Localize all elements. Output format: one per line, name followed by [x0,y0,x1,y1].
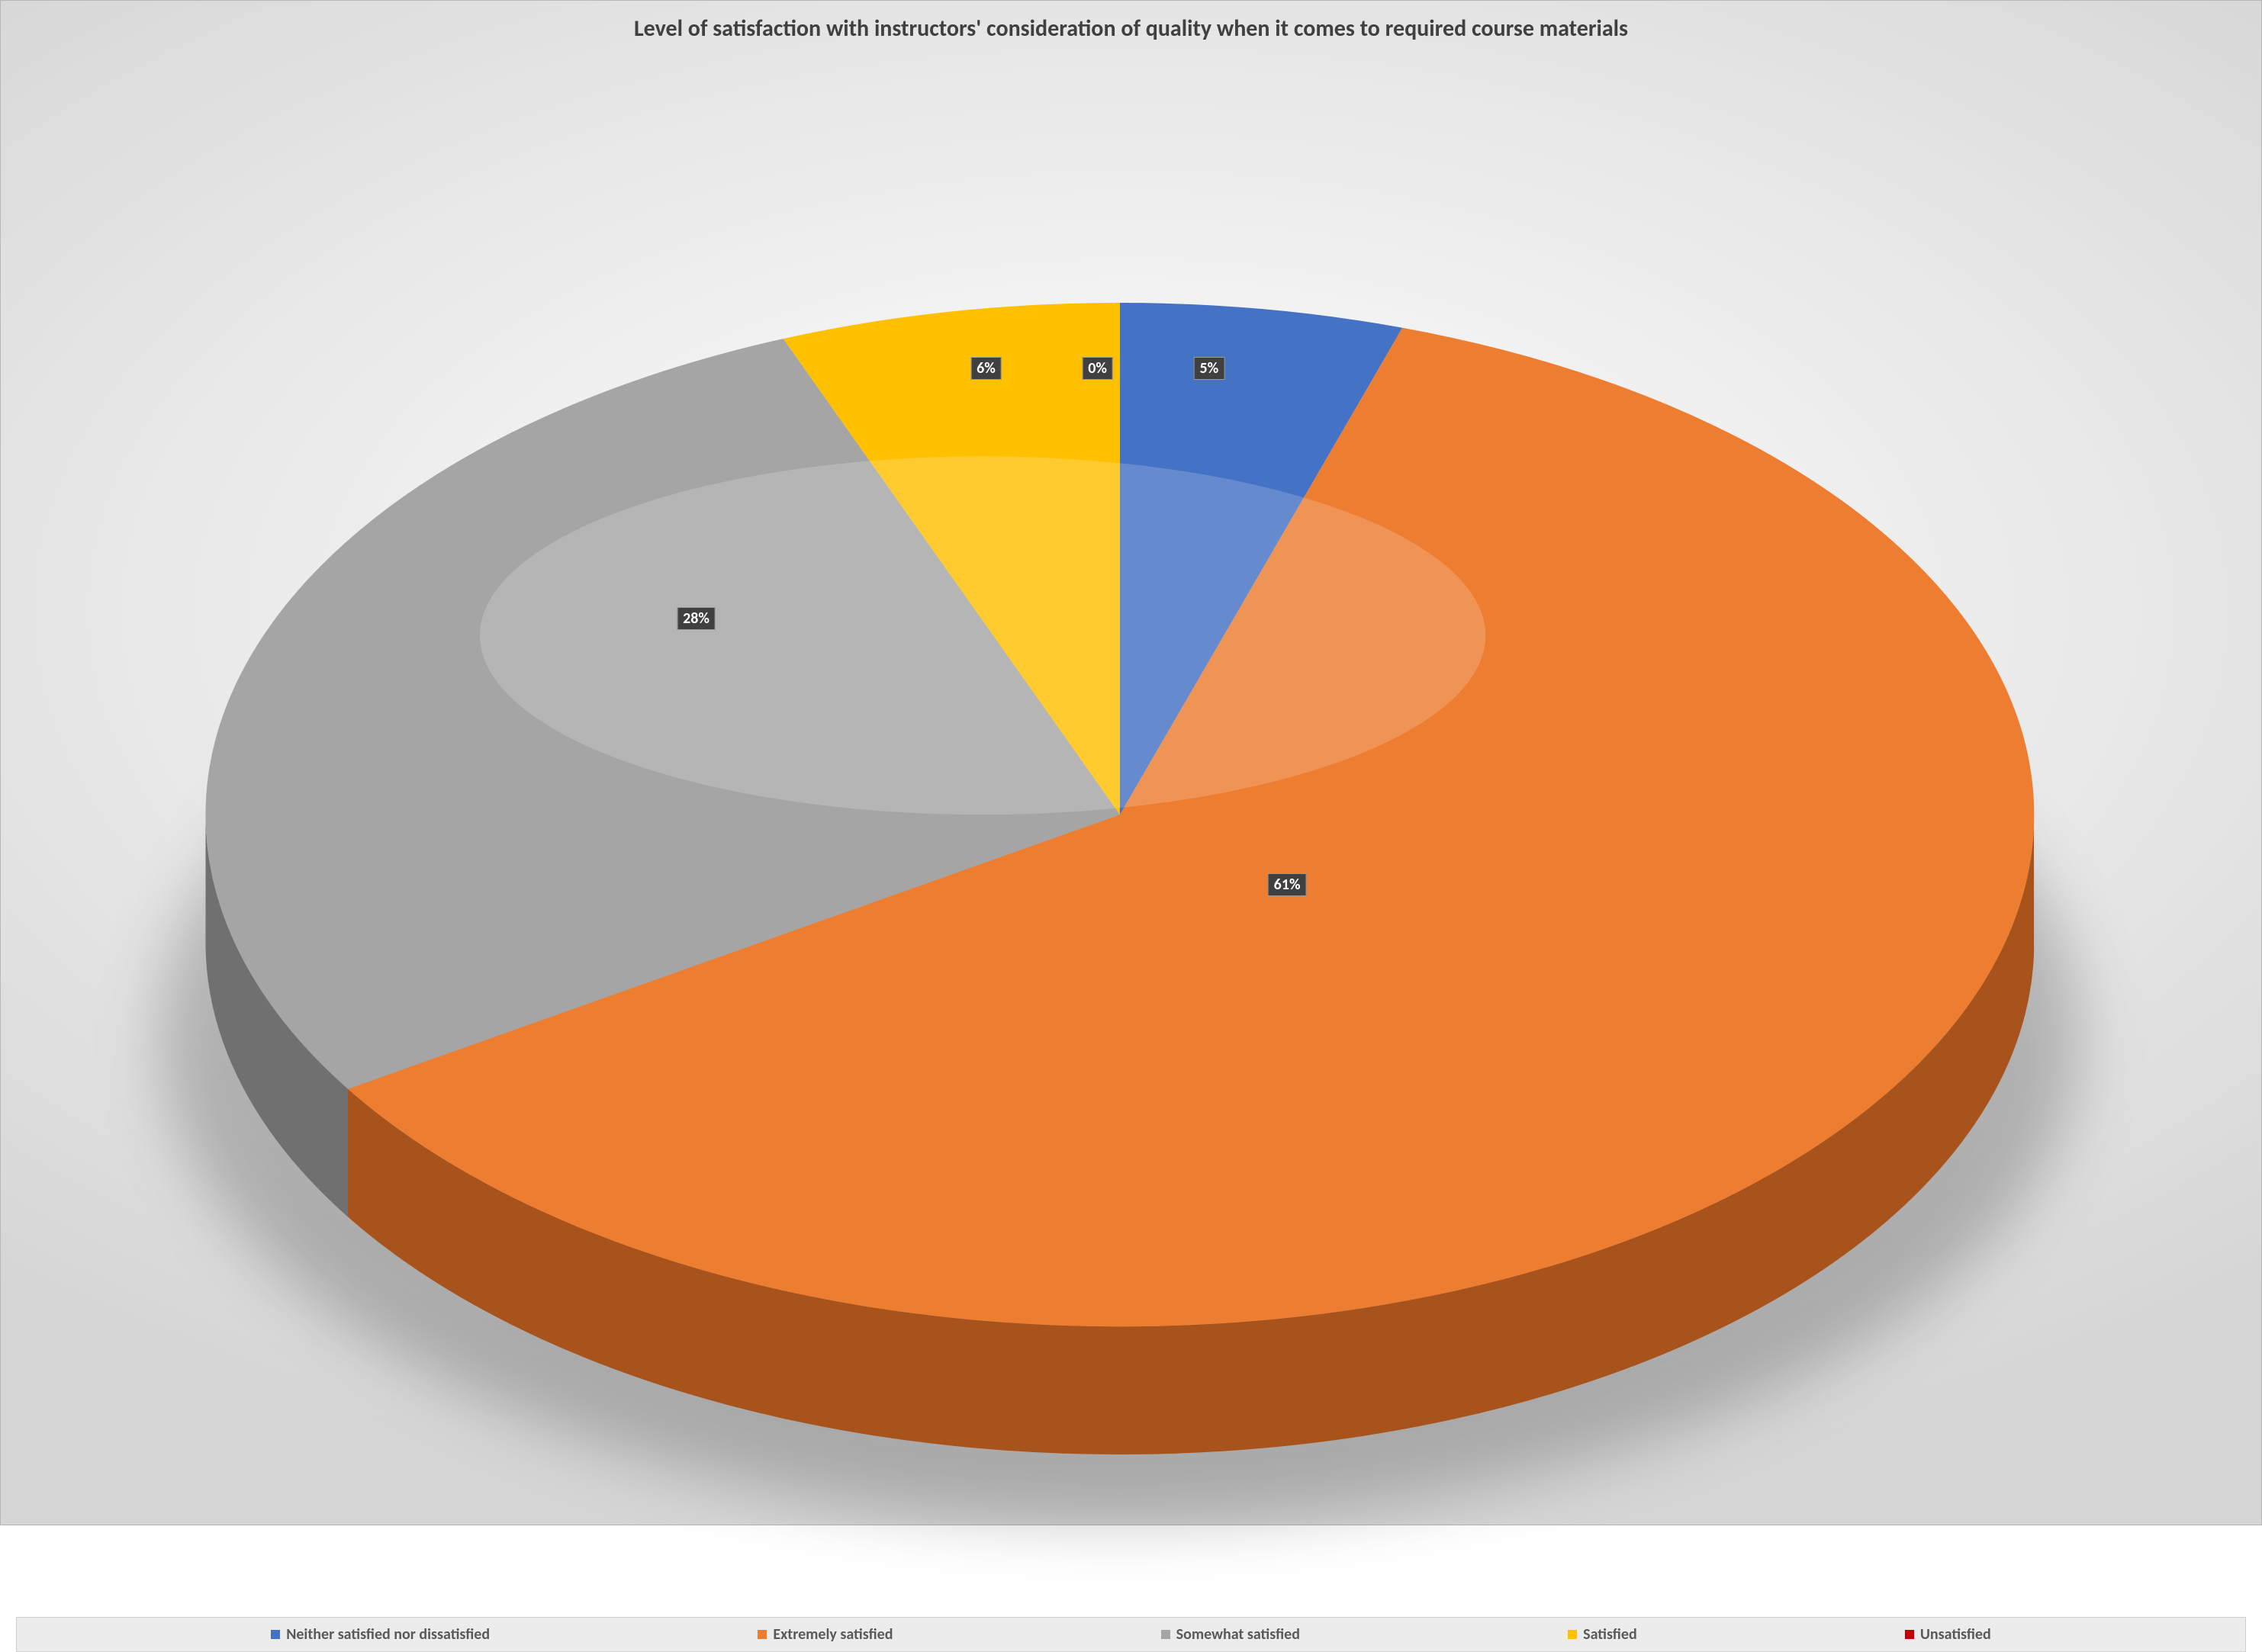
legend-item-satisfied: Satisfied [1568,1625,1637,1644]
legend-label: Satisfied [1583,1625,1637,1644]
legend-swatch [1161,1630,1170,1639]
legend-swatch [758,1630,767,1639]
chart-title: Level of satisfaction with instructors' … [634,14,1628,43]
legend-label: Unsatisfied [1920,1625,1991,1644]
legend-label: Somewhat satisfied [1176,1625,1300,1644]
legend-swatch [271,1630,280,1639]
legend-item-neither-satisfied-nor-dissatisfied: Neither satisfied nor dissatisfied [271,1625,490,1644]
legend: Neither satisfied nor dissatisfied Extrem… [16,1617,2246,1652]
data-label-somewhat-satisfied: 28% [677,607,716,630]
legend-swatch [1905,1630,1914,1639]
legend-item-somewhat-satisfied: Somewhat satisfied [1161,1625,1300,1644]
data-label-neither-satisfied-nor-dissatisfied: 5% [1193,357,1224,380]
data-label-unsatisfied: 0% [1082,357,1113,380]
legend-item-unsatisfied: Unsatisfied [1905,1625,1991,1644]
data-label-extremely-satisfied: 61% [1268,873,1307,896]
legend-label: Extremely satisfied [773,1625,893,1644]
pie-svg [16,48,2246,1612]
legend-swatch [1568,1630,1577,1639]
legend-label: Neither satisfied nor dissatisfied [286,1625,490,1644]
pie-plot-area: 6% 0% 5% 28% 61% [16,48,2246,1612]
legend-item-extremely-satisfied: Extremely satisfied [758,1625,893,1644]
pie-gloss [480,456,1485,815]
chart-card: Level of satisfaction with instructors' … [0,0,2262,1525]
data-label-satisfied: 6% [970,357,1002,380]
